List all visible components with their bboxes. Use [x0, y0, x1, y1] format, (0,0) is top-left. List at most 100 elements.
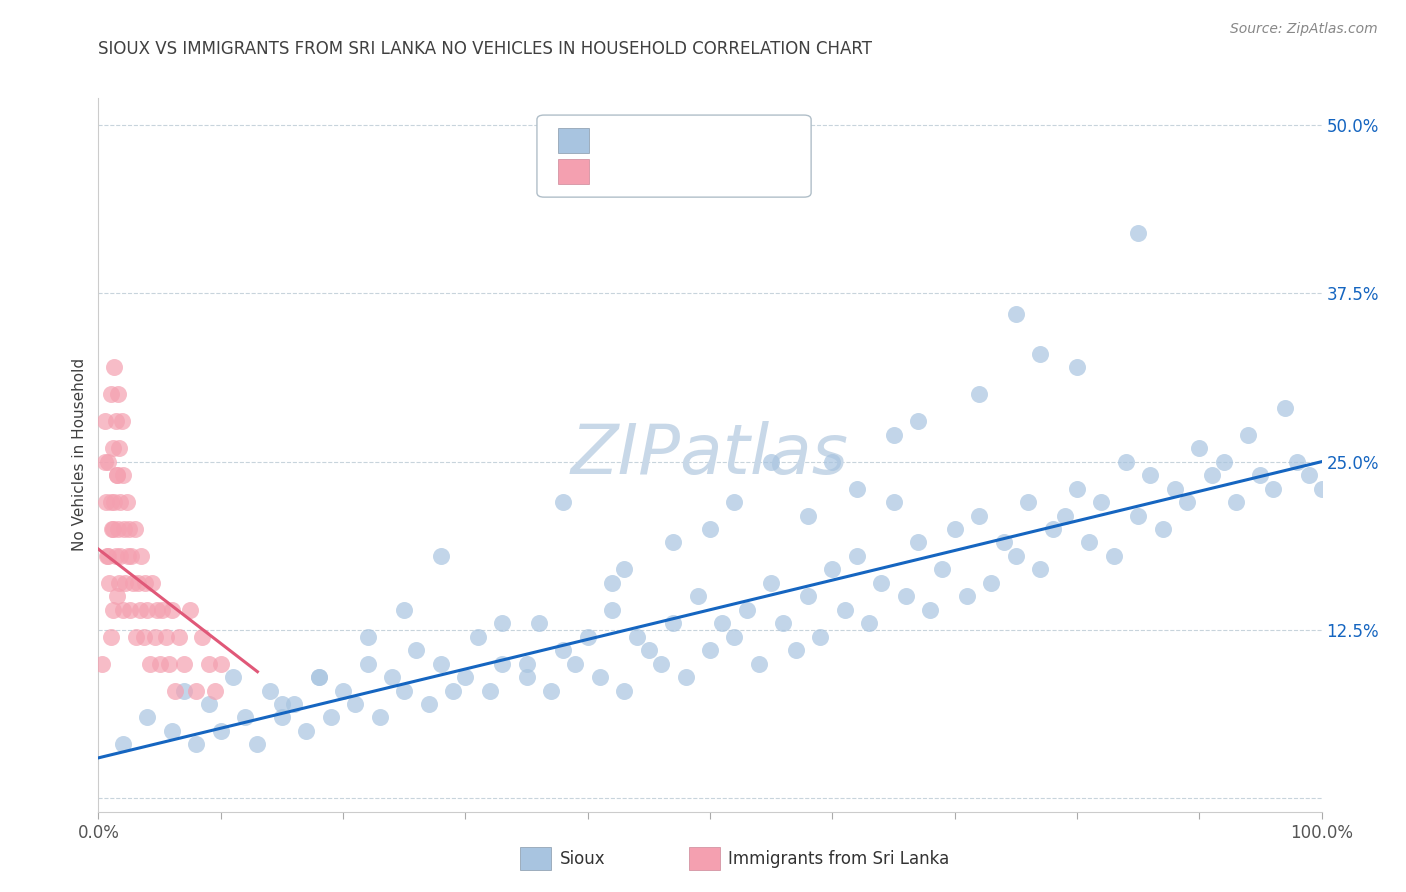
- Point: [150, 603, 173, 617]
- Text: 65: 65: [734, 162, 759, 180]
- Point: [478, 683, 501, 698]
- Point: [129, 603, 152, 617]
- Point: [675, 670, 697, 684]
- Point: [112, 522, 135, 536]
- Point: [139, 657, 162, 671]
- Point: [1212, 455, 1234, 469]
- Point: [686, 589, 709, 603]
- Point: [93, 414, 115, 428]
- Text: N =: N =: [696, 162, 733, 180]
- Point: [883, 495, 905, 509]
- Point: [711, 616, 734, 631]
- Point: [1053, 508, 1076, 523]
- Point: [107, 522, 129, 536]
- Point: [186, 738, 208, 752]
- Point: [845, 549, 868, 563]
- Point: [209, 723, 232, 738]
- Point: [907, 535, 929, 549]
- Point: [553, 495, 575, 509]
- Point: [1286, 455, 1309, 469]
- Text: ZIPatlas: ZIPatlas: [571, 421, 849, 489]
- Point: [907, 414, 929, 428]
- Point: [491, 616, 513, 631]
- Point: [209, 657, 232, 671]
- Point: [931, 562, 953, 576]
- Point: [600, 575, 623, 590]
- Point: [173, 657, 195, 671]
- Point: [270, 697, 294, 711]
- Point: [430, 549, 453, 563]
- Point: [93, 455, 115, 469]
- Point: [110, 495, 132, 509]
- Point: [637, 643, 661, 657]
- Point: [136, 603, 159, 617]
- Point: [115, 495, 138, 509]
- Point: [160, 723, 183, 738]
- Point: [100, 495, 122, 509]
- Point: [1090, 495, 1112, 509]
- Text: -0.182: -0.182: [640, 162, 704, 180]
- Point: [894, 589, 917, 603]
- Point: [101, 522, 124, 536]
- Point: [553, 643, 575, 657]
- Point: [105, 589, 128, 603]
- Point: [1261, 482, 1284, 496]
- Point: [564, 657, 586, 671]
- Point: [797, 508, 820, 523]
- Point: [155, 630, 177, 644]
- Point: [160, 603, 183, 617]
- Point: [699, 643, 721, 657]
- Point: [1274, 401, 1296, 415]
- Point: [117, 549, 139, 563]
- Point: [197, 697, 219, 711]
- Point: [96, 549, 118, 563]
- Point: [246, 738, 269, 752]
- Point: [1128, 226, 1150, 240]
- Point: [821, 455, 844, 469]
- Point: [441, 683, 464, 698]
- Point: [108, 441, 131, 455]
- Point: [308, 670, 330, 684]
- Point: [626, 630, 648, 644]
- Point: [319, 710, 342, 724]
- Point: [1078, 535, 1101, 549]
- Point: [662, 616, 685, 631]
- Point: [920, 603, 942, 617]
- Point: [392, 603, 416, 617]
- Text: N =: N =: [696, 132, 733, 150]
- Point: [111, 738, 134, 752]
- Point: [967, 387, 990, 401]
- Point: [105, 468, 128, 483]
- Point: [1237, 427, 1260, 442]
- Point: [613, 562, 636, 576]
- Point: [173, 683, 195, 698]
- Point: [149, 657, 172, 671]
- Point: [332, 683, 354, 698]
- Y-axis label: No Vehicles in Household: No Vehicles in Household: [72, 359, 87, 551]
- Point: [956, 589, 979, 603]
- Point: [870, 575, 893, 590]
- Point: [943, 522, 966, 536]
- Point: [97, 549, 120, 563]
- Text: Immigrants from Sri Lanka: Immigrants from Sri Lanka: [728, 850, 949, 868]
- Point: [662, 535, 685, 549]
- Point: [576, 630, 599, 644]
- Point: [883, 427, 905, 442]
- Point: [129, 549, 152, 563]
- Point: [1115, 455, 1137, 469]
- Point: [104, 549, 127, 563]
- Point: [101, 522, 124, 536]
- Point: [136, 710, 159, 724]
- Text: Source: ZipAtlas.com: Source: ZipAtlas.com: [1230, 22, 1378, 37]
- Point: [993, 535, 1015, 549]
- Point: [613, 683, 636, 698]
- Text: SIOUX VS IMMIGRANTS FROM SRI LANKA NO VEHICLES IN HOUSEHOLD CORRELATION CHART: SIOUX VS IMMIGRANTS FROM SRI LANKA NO VE…: [98, 40, 872, 58]
- Point: [785, 643, 807, 657]
- Point: [1029, 562, 1052, 576]
- Point: [723, 495, 745, 509]
- Point: [735, 603, 758, 617]
- Point: [1310, 482, 1333, 496]
- Point: [204, 683, 226, 698]
- Text: Sioux: Sioux: [560, 850, 605, 868]
- Point: [845, 482, 868, 496]
